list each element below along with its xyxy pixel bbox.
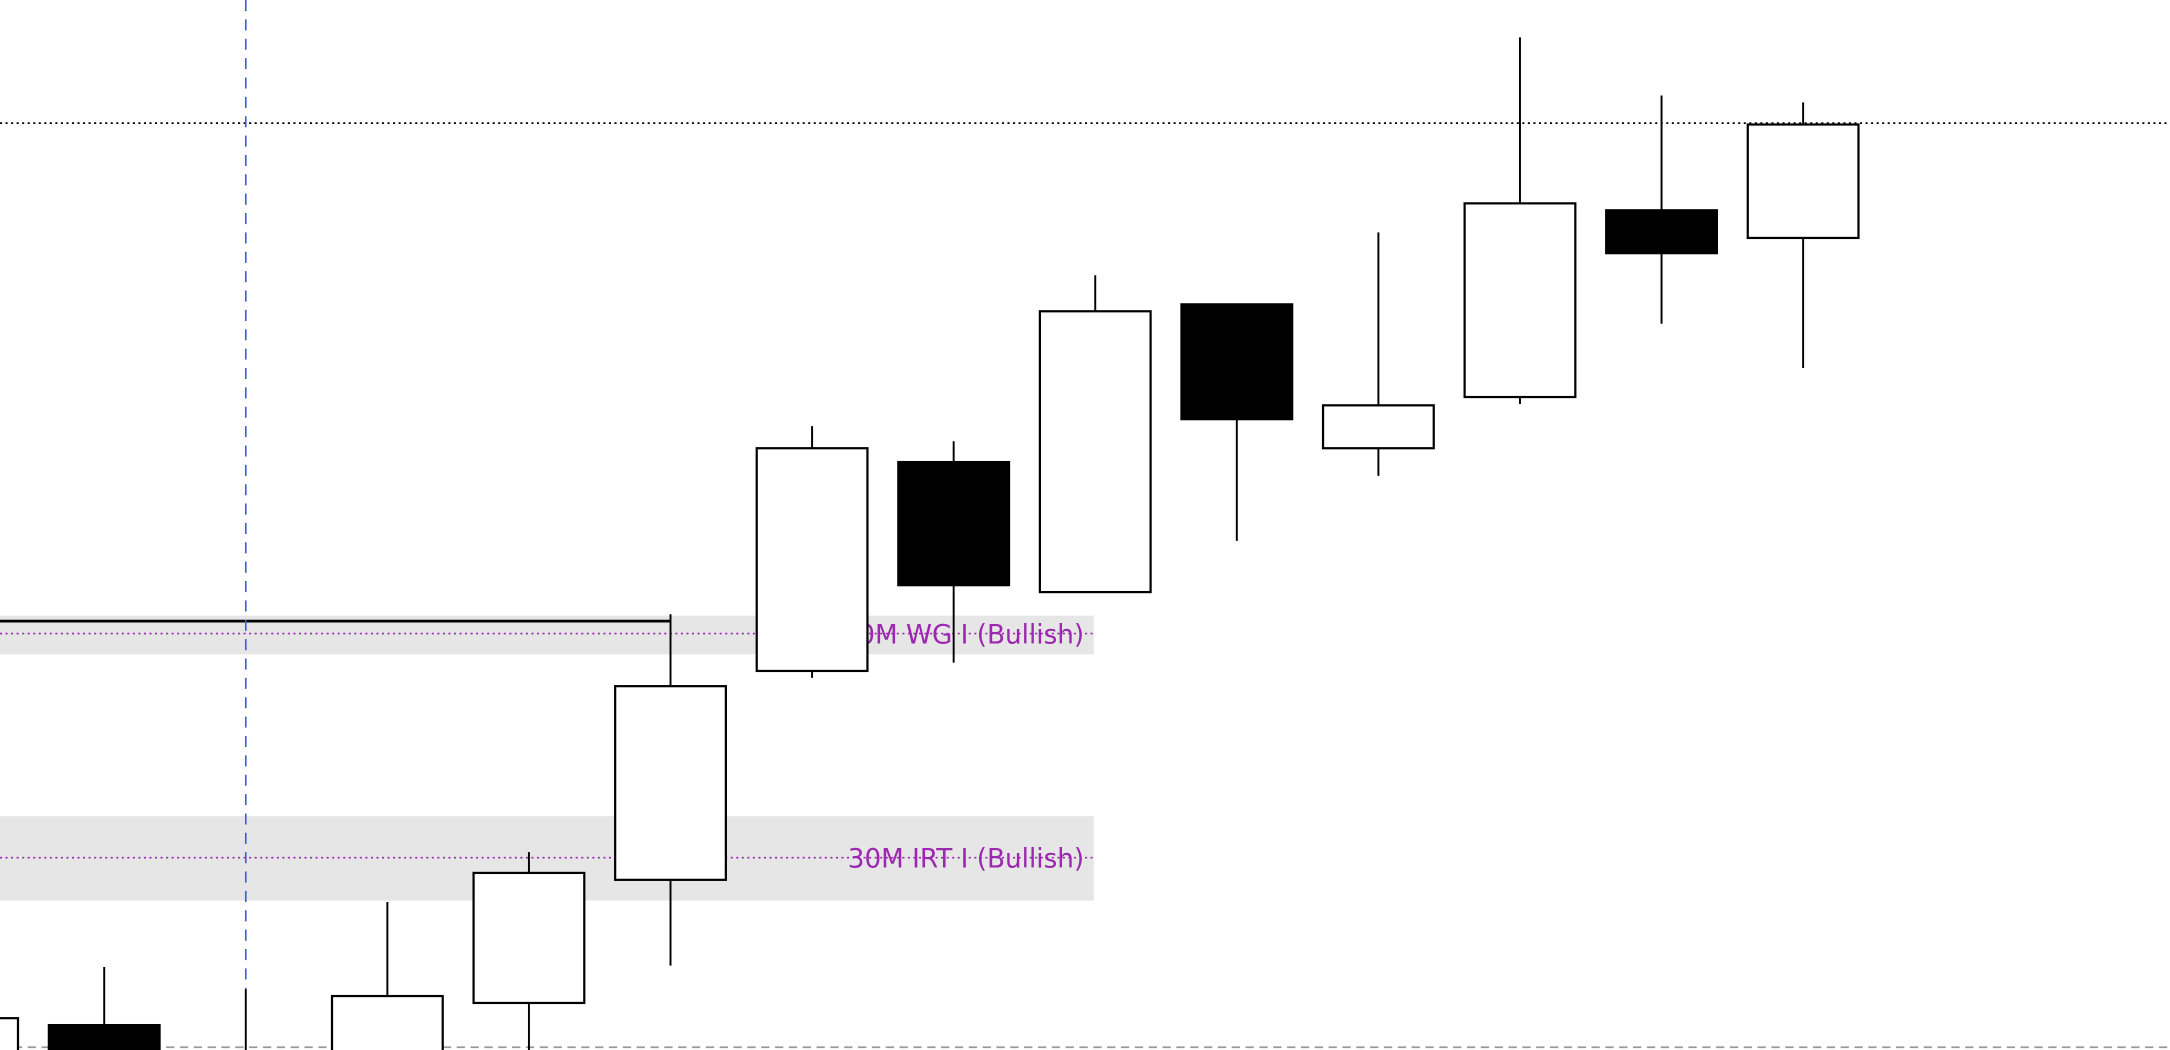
bullish-candle-body xyxy=(1038,310,1152,594)
bullish-candle-body xyxy=(0,1017,20,1050)
bullish-candle-body xyxy=(614,685,727,881)
zones-layer: 30M WG I (Bullish) 30M IRT I (Bullish) xyxy=(0,615,1094,901)
bullish-candle-body xyxy=(1321,404,1435,450)
candles-layer xyxy=(0,37,1860,1050)
bearish-candle-body xyxy=(897,460,1011,587)
bullish-candle-body xyxy=(755,447,869,673)
bullish-candle-body xyxy=(472,871,586,1005)
bullish-candle-body xyxy=(1463,202,1577,399)
zone-label: 30M IRT I (Bullish) xyxy=(848,844,1084,874)
bullish-candle-body xyxy=(330,994,444,1050)
bearish-candle-body xyxy=(1605,209,1719,255)
zone-label: 30M WG I (Bullish) xyxy=(842,620,1085,650)
bullish-candle-body xyxy=(1746,123,1860,240)
bearish-candle-body xyxy=(47,1023,161,1050)
bearish-candle-body xyxy=(1180,303,1294,421)
